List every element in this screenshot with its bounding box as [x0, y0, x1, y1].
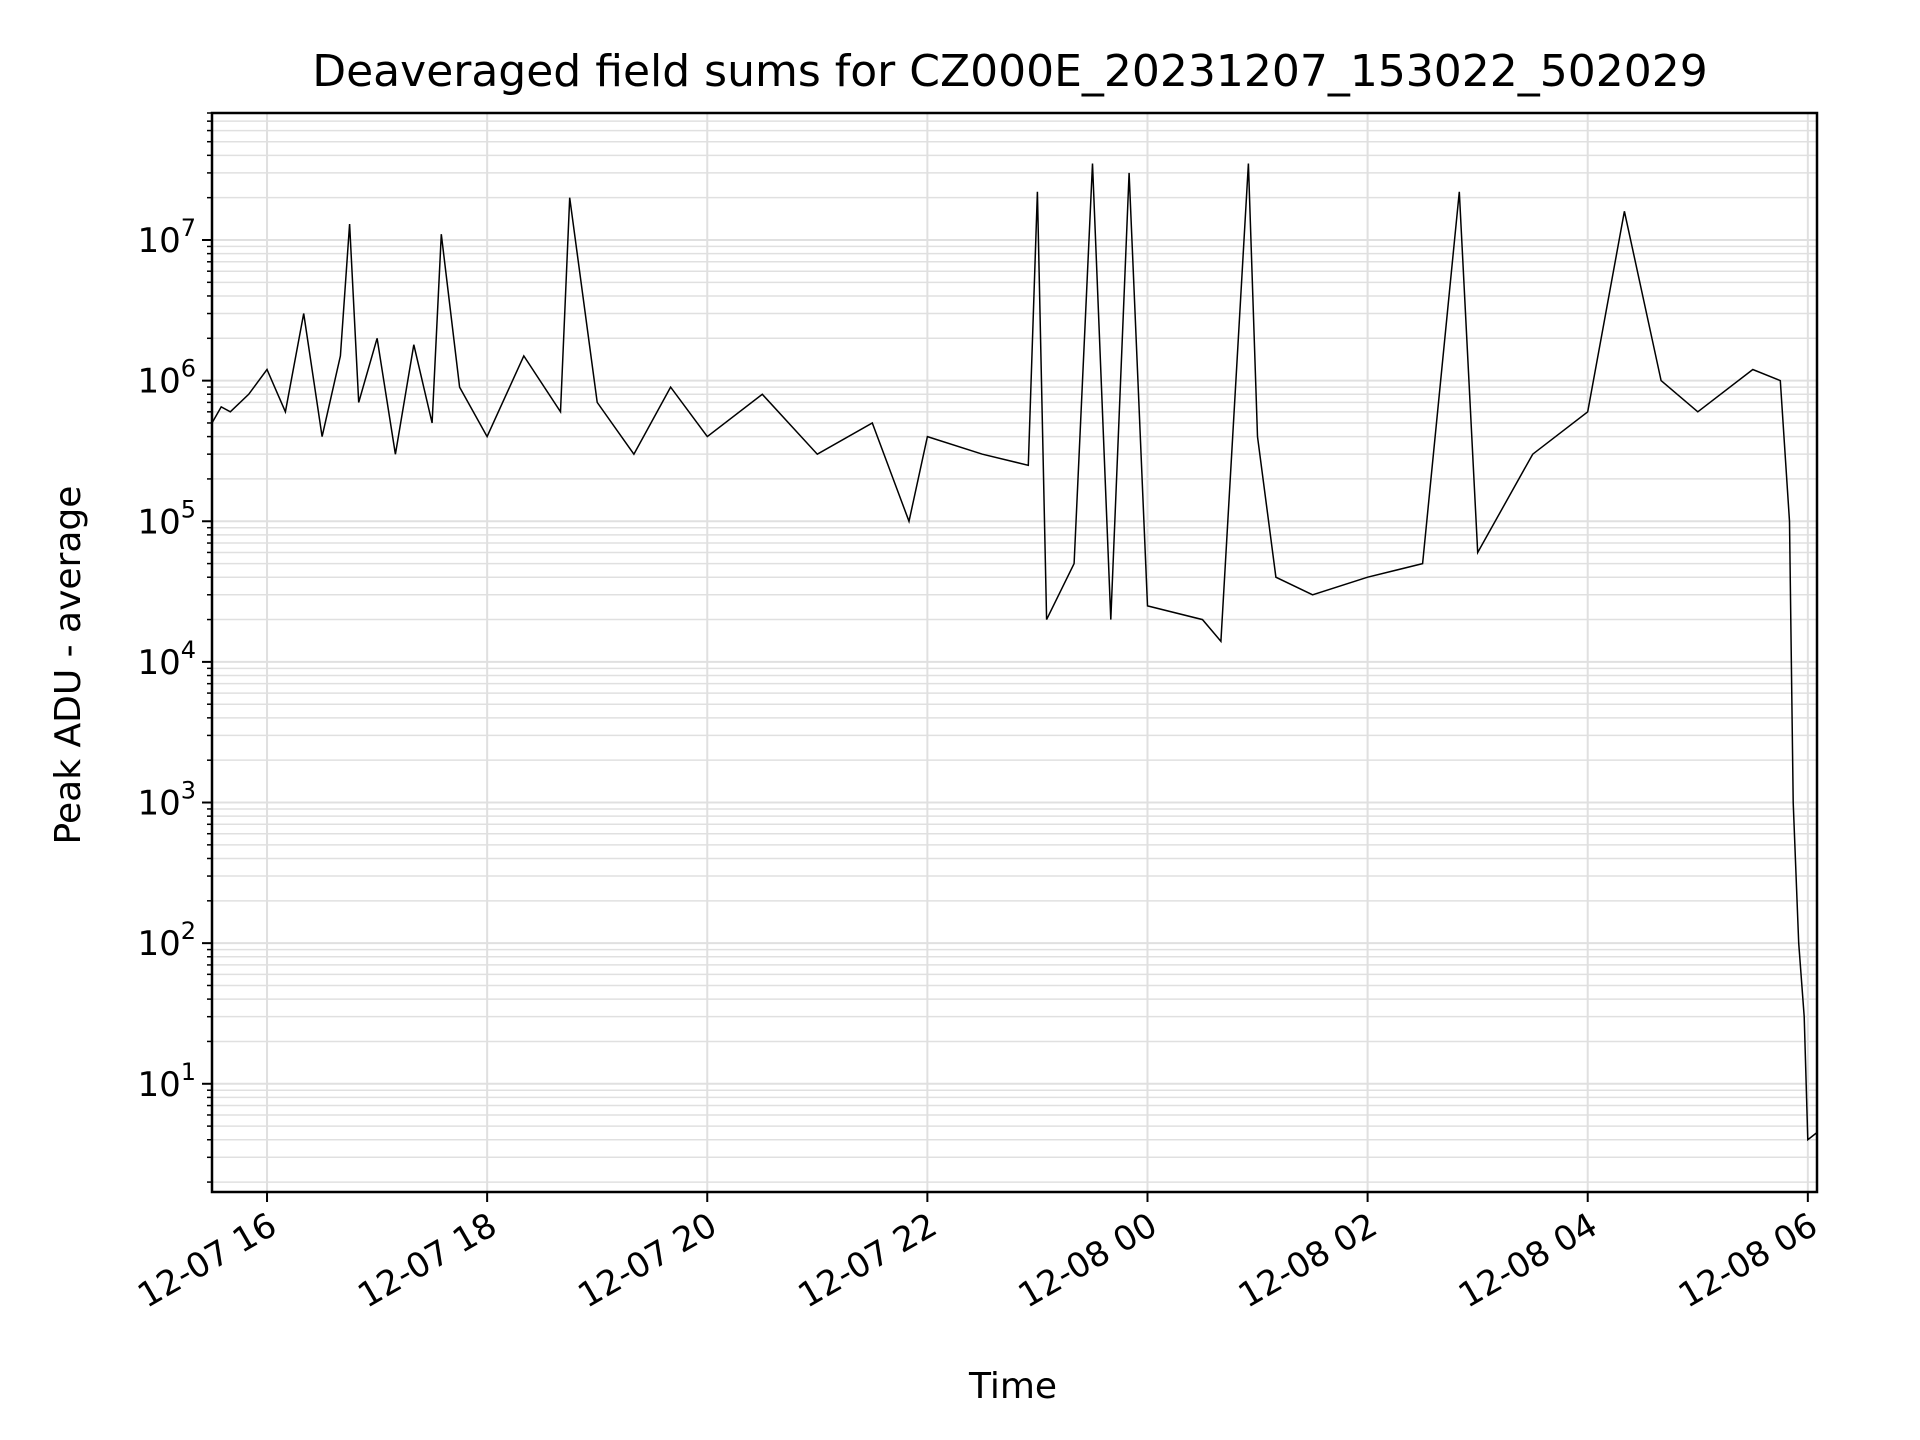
- y-tick-label: 105: [137, 495, 196, 542]
- y-axis-label: Peak ADU - average: [48, 486, 89, 845]
- y-tick-label: 102: [137, 917, 196, 964]
- chart-title: Deaveraged field sums for CZ000E_2023120…: [312, 46, 1708, 97]
- y-tick-label: 103: [137, 777, 196, 824]
- plot-frame: [210, 111, 1819, 1194]
- grid: [212, 112, 1817, 1192]
- x-axis-label: Time: [968, 1366, 1057, 1407]
- y-tick-label: 107: [137, 214, 196, 261]
- series-line: [211, 163, 1818, 1142]
- y-tick-label: 106: [137, 355, 196, 402]
- y-tick-label: 104: [137, 636, 196, 683]
- series-group: [211, 163, 1818, 1142]
- y-tick-label: 101: [137, 1058, 196, 1105]
